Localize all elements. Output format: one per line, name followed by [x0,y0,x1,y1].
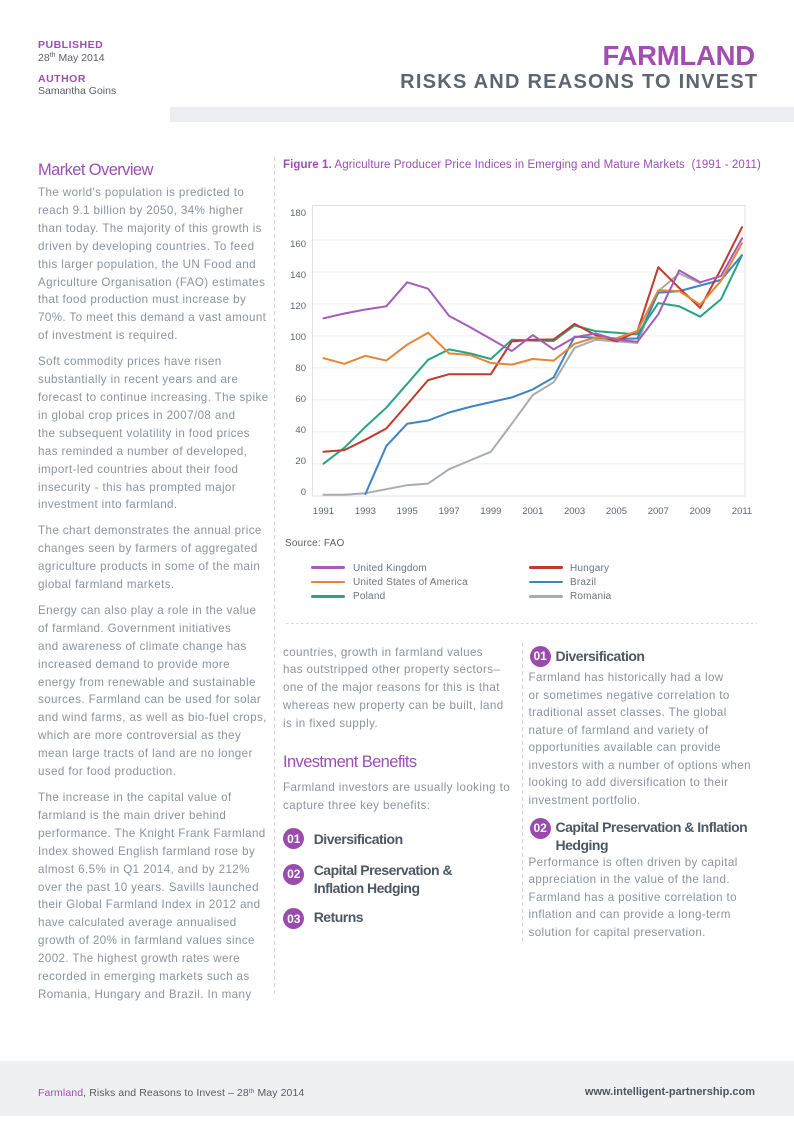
svg-text:160: 160 [290,239,306,250]
svg-text:60: 60 [295,394,306,405]
svg-text:20: 20 [295,456,306,467]
svg-text:1991: 1991 [313,506,334,517]
svg-text:1999: 1999 [480,506,501,517]
svg-text:120: 120 [290,301,306,312]
svg-text:40: 40 [295,425,306,436]
svg-text:2005: 2005 [606,506,627,517]
svg-text:2007: 2007 [648,506,669,517]
svg-text:1995: 1995 [397,506,418,517]
svg-text:0: 0 [301,487,306,498]
svg-text:140: 140 [290,270,306,281]
svg-text:100: 100 [290,332,306,343]
svg-text:80: 80 [295,363,306,374]
svg-text:1993: 1993 [355,506,376,517]
svg-text:1997: 1997 [439,506,460,517]
svg-text:2011: 2011 [732,506,752,517]
svg-text:2001: 2001 [522,506,543,517]
svg-text:2009: 2009 [690,506,711,517]
svg-text:2003: 2003 [564,506,585,517]
svg-text:180: 180 [290,208,306,219]
